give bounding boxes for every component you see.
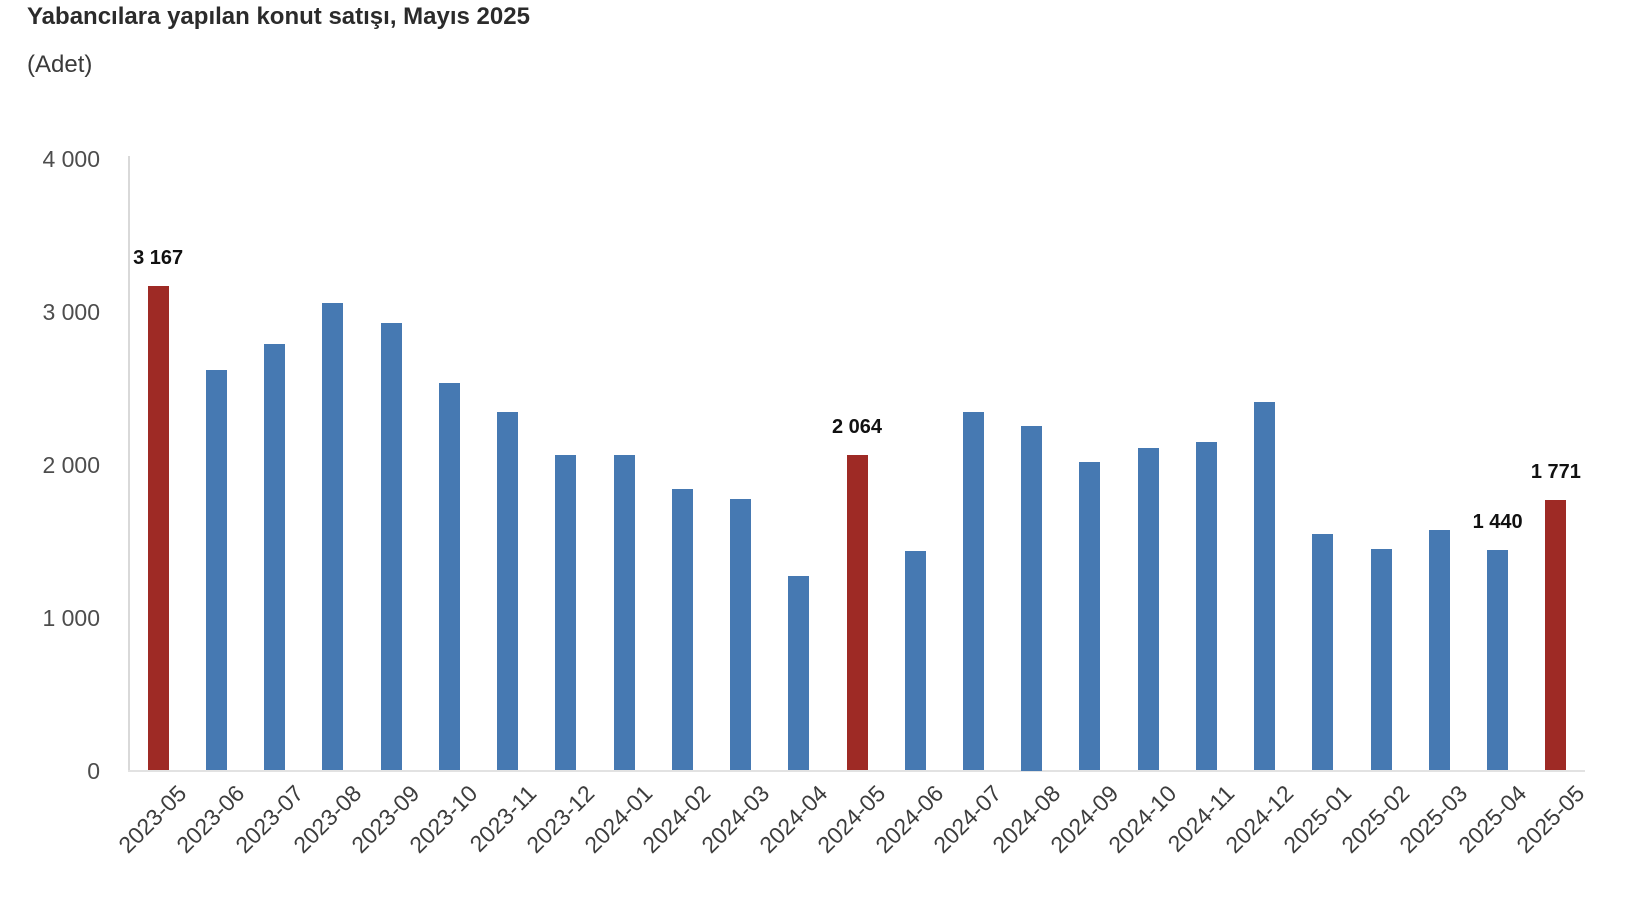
bar-2024-05[interactable] [846,454,868,771]
value-label-2024-05: 2 064 [831,415,883,438]
y-tick-label: 0 [87,757,100,784]
bar-2023-06[interactable] [205,369,227,771]
chart-subtitle: (Adet) [27,51,93,78]
bar-2024-01[interactable] [613,455,635,771]
bar-2023-08[interactable] [322,303,344,771]
bar-2024-03[interactable] [730,498,752,771]
y-tick-label: 1 000 [42,604,100,631]
bar-2024-06[interactable] [904,550,926,771]
bar-2025-03[interactable] [1428,530,1450,771]
y-axis-line [128,156,130,772]
chart-title: Yabancılara yapılan konut satışı, Mayıs … [27,3,530,30]
bar-2024-12[interactable] [1254,401,1276,771]
y-tick-label: 4 000 [42,145,100,172]
bar-2023-12[interactable] [555,455,577,771]
bar-2025-02[interactable] [1370,548,1392,771]
bar-2024-04[interactable] [788,576,810,771]
bar-2023-10[interactable] [438,383,460,771]
y-tick-label: 2 000 [42,451,100,478]
bar-2025-04[interactable] [1487,550,1509,771]
bar-2024-07[interactable] [962,411,984,771]
bar-2023-05[interactable] [147,285,169,771]
value-label-2025-05: 1 771 [1530,460,1581,483]
y-tick-label: 3 000 [42,298,100,325]
bar-2025-05[interactable] [1545,499,1567,771]
bar-2024-09[interactable] [1079,462,1101,771]
bar-2023-11[interactable] [497,412,519,771]
bar-2023-09[interactable] [380,322,402,771]
bar-2025-01[interactable] [1312,534,1334,771]
value-label-2023-05: 3 167 [133,246,184,269]
bar-2024-11[interactable] [1195,441,1217,771]
bar-2024-08[interactable] [1021,426,1043,771]
value-label-2025-04: 1 440 [1472,511,1523,534]
bar-2023-07[interactable] [264,343,286,771]
bar-2024-02[interactable] [671,488,693,771]
bar-2024-10[interactable] [1137,447,1159,771]
x-axis-line [128,770,1585,772]
